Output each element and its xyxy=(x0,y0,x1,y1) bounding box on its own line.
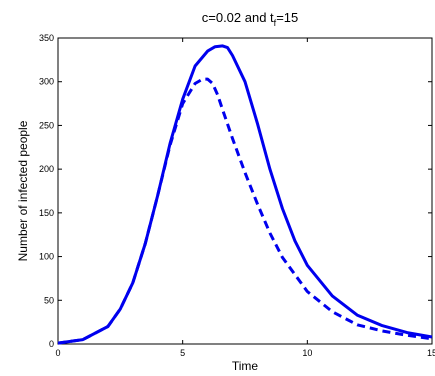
x-tick-label: 15 xyxy=(427,348,435,358)
x-tick-label: 0 xyxy=(55,348,60,358)
y-tick-label: 100 xyxy=(39,252,54,262)
dashed-series-line xyxy=(57,77,433,345)
solid-series-line xyxy=(57,44,433,345)
title-subscript: f xyxy=(274,18,277,28)
y-tick-label: 50 xyxy=(44,295,54,305)
y-tick-label: 200 xyxy=(39,164,54,174)
y-tick-label: 250 xyxy=(39,120,54,130)
y-axis-label: Number of infected people xyxy=(16,120,30,261)
x-axis-label: Time xyxy=(232,359,259,373)
title-prefix: c=0.02 and t xyxy=(202,10,274,25)
y-tick-label: 300 xyxy=(39,77,54,87)
x-tick-label: 5 xyxy=(180,348,185,358)
plot-frame xyxy=(57,37,433,345)
y-tick-label: 350 xyxy=(39,33,54,43)
y-tick-label: 0 xyxy=(49,339,54,349)
data-lines xyxy=(57,44,433,345)
chart-title: c=0.02 and tf=15 xyxy=(202,10,299,28)
x-tick-label: 10 xyxy=(302,348,312,358)
title-suffix: =15 xyxy=(276,10,298,25)
y-tick-label: 150 xyxy=(39,208,54,218)
